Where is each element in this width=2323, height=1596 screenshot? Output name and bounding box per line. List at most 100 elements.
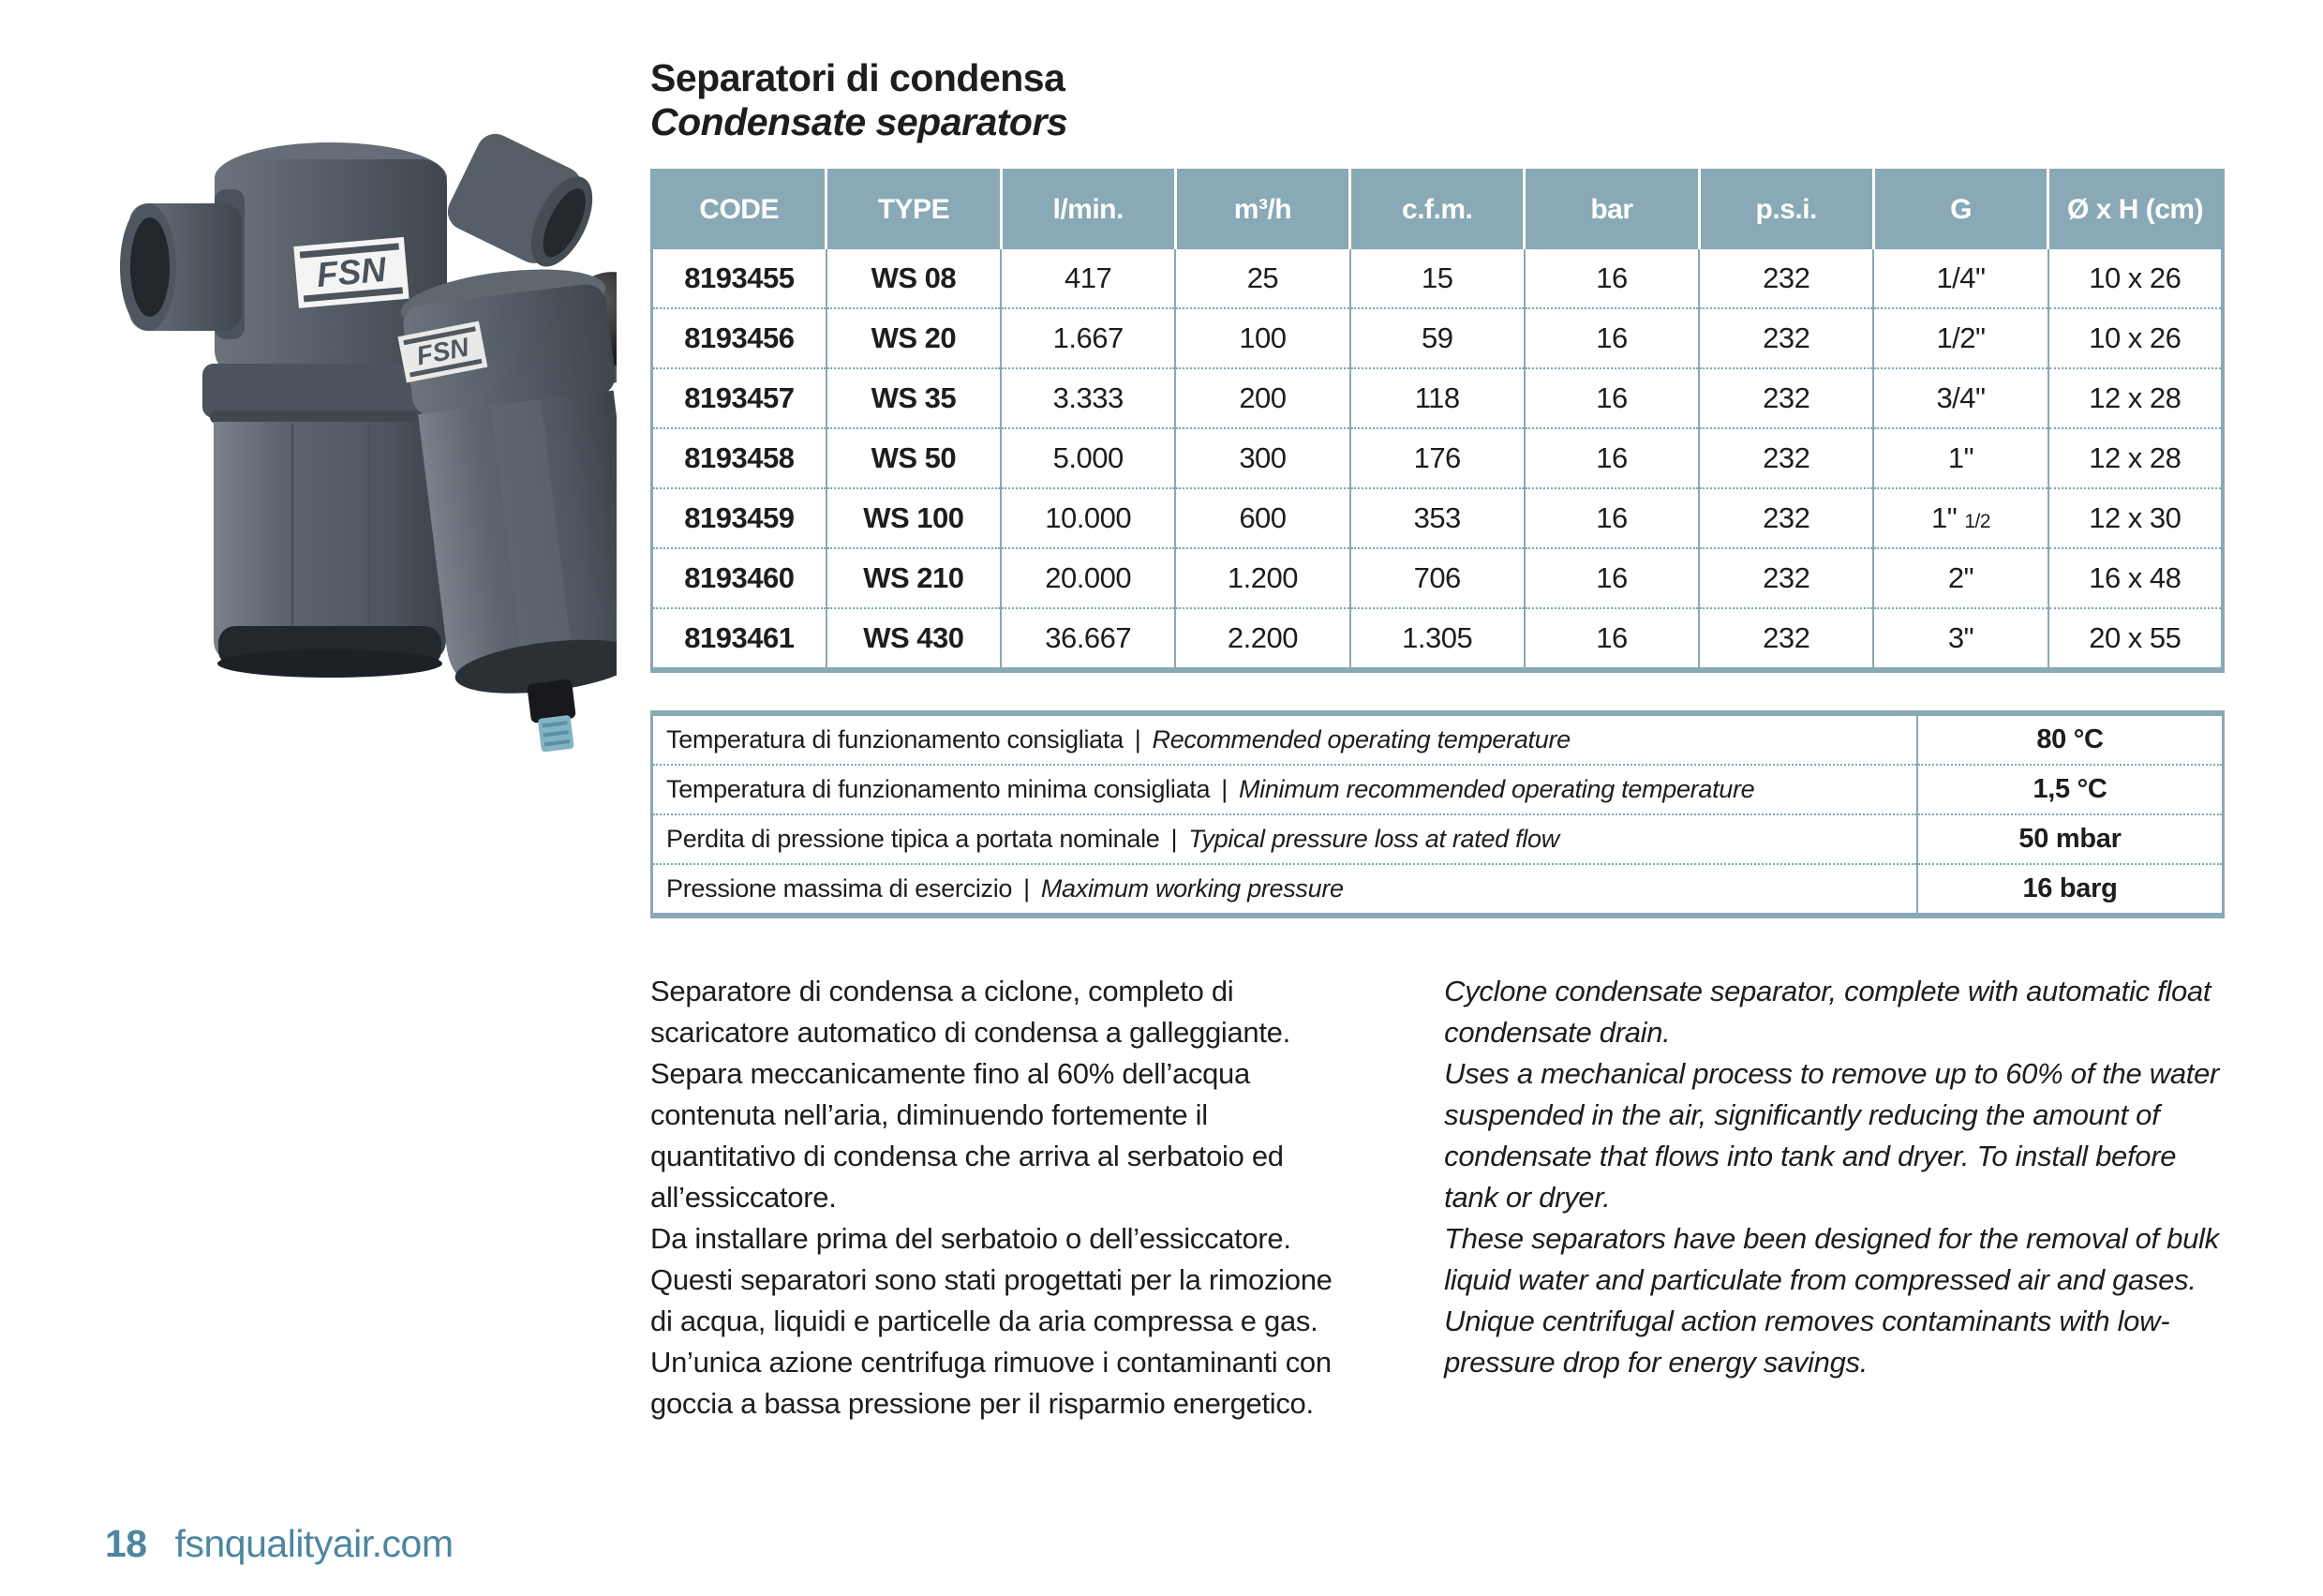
table-body: 8193455 WS 08 417 25 15 16 232 1/4" 10 x 26 81934…: [651, 249, 2223, 671]
table-row: 8193458 WS 50 5.000 300 176 16 232 1" 12 x 28: [651, 427, 2223, 489]
table-cell: 8193457: [651, 367, 827, 429]
table-cell: 36.667: [1001, 607, 1177, 671]
spec-label-english: Typical pressure loss at rated flow: [1188, 825, 1559, 854]
spec-label-italian: Temperatura di funzionamento consigliata: [666, 725, 1124, 754]
spec-label: Perdita di pressione tipica a portata no…: [651, 813, 1917, 865]
description-paragraph: Separatore di condensa a ciclone, comple…: [650, 975, 1290, 1050]
column-header: bar: [1524, 170, 1701, 250]
description-italian: Separatore di condensa a ciclone, comple…: [650, 971, 1360, 1424]
table-cell: 1": [1873, 427, 2049, 489]
table-cell: 8193459: [651, 487, 827, 549]
column-header: l/min.: [1001, 170, 1177, 250]
column-header: p.s.i.: [1699, 170, 1875, 250]
table-cell: 10 x 26: [2048, 307, 2223, 369]
table-cell: 417: [1001, 249, 1177, 309]
label-separator: |: [1221, 775, 1228, 804]
spec-row: Temperatura di funzionamento minima cons…: [651, 764, 2224, 815]
table-cell: 25: [1175, 249, 1351, 309]
table-cell: 118: [1349, 367, 1526, 429]
table-cell: WS 210: [826, 547, 1003, 609]
table-cell: 1.200: [1175, 547, 1351, 609]
table-cell: 232: [1699, 487, 1875, 549]
table-row: 8193455 WS 08 417 25 15 16 232 1/4" 10 x 26: [651, 249, 2223, 309]
separator-large-illustration: FSN: [120, 133, 593, 678]
table-cell: 15: [1349, 249, 1526, 309]
operating-conditions-table: Temperatura di funzionamento consigliata…: [650, 710, 2225, 919]
outlet-port: [447, 133, 593, 267]
description-paragraph: Separa meccanicamente fino al 60% dell’a…: [650, 1057, 1284, 1215]
table-cell: 300: [1175, 427, 1351, 489]
table-cell: 1/2": [1873, 307, 2049, 369]
table-cell: 2": [1873, 547, 2049, 609]
table-cell: 3": [1873, 607, 2049, 671]
table-cell: 3/4": [1873, 367, 2049, 429]
fsn-logo-small: FSN: [397, 321, 488, 383]
description-section: Separatore di condensa a ciclone, comple…: [650, 971, 2225, 1424]
table-cell: WS 50: [826, 427, 1003, 489]
label-separator: |: [1170, 825, 1178, 854]
website-text: fsnqualityair.com: [174, 1522, 454, 1565]
table-row: 8193460 WS 210 20.000 1.200 706 16 232 2" 16 x 4…: [651, 547, 2223, 609]
page-title-italian: Separatori di condensa: [650, 56, 1065, 99]
table-cell: 1.305: [1349, 607, 1526, 671]
table-cell: 16: [1524, 607, 1701, 671]
column-header: CODE: [651, 170, 828, 250]
table-header-row: CODE TYPE l/min. m³/h c.f.m. bar p.s.i. G Ø x H …: [651, 170, 2223, 250]
table-cell: 232: [1699, 547, 1875, 609]
table-cell: 16 x 48: [2048, 547, 2223, 609]
table-cell: 16: [1524, 367, 1701, 429]
table-row: 8193459 WS 100 10.000 600 353 16 232 1" 1/2 12 x…: [651, 487, 2223, 549]
table-cell: WS 100: [826, 487, 1003, 549]
table-cell: 232: [1699, 607, 1875, 671]
spec-label: Temperatura di funzionamento consigliata…: [651, 713, 1917, 766]
table-row: 8193457 WS 35 3.333 200 118 16 232 3/4" 12 x 28: [651, 367, 2223, 429]
table-cell: WS 35: [826, 367, 1003, 429]
column-header: Ø x H (cm): [2048, 170, 2223, 250]
table-cell: 600: [1175, 487, 1351, 549]
table-cell: 232: [1699, 367, 1875, 429]
table-cell: 12 x 28: [2048, 427, 2223, 489]
table-cell: 8193456: [651, 307, 827, 369]
table-cell: 1/4": [1873, 249, 2049, 309]
table-cell: 232: [1699, 427, 1875, 489]
description-paragraph: Questi separatori sono stati progettati …: [650, 1263, 1333, 1421]
spec-label: Temperatura di funzionamento minima cons…: [651, 764, 1917, 815]
table-cell: 2.200: [1175, 607, 1351, 671]
table-cell: WS 430: [826, 607, 1003, 671]
description-paragraph: Uses a mechanical process to remove up t…: [1444, 1057, 2220, 1215]
table-cell: 10 x 26: [2048, 249, 2223, 309]
spec-label-english: Maximum working pressure: [1040, 874, 1344, 903]
table-cell: 59: [1349, 307, 1526, 369]
table-cell: 1" 1/2: [1873, 487, 2049, 549]
product-specs-table: CODE TYPE l/min. m³/h c.f.m. bar p.s.i. G Ø x H …: [650, 169, 2225, 674]
page-footer: 18 fsnqualityair.com: [105, 1522, 454, 1566]
operating-conditions-body: Temperatura di funzionamento consigliata…: [651, 713, 2224, 917]
inlet-port: [120, 203, 242, 331]
table-header: CODE TYPE l/min. m³/h c.f.m. bar p.s.i. G Ø x H …: [651, 170, 2223, 250]
brand-text: FSN: [315, 250, 389, 294]
table-cell: 12 x 28: [2048, 367, 2223, 429]
spec-label-english: Minimum recommended operating temperatur…: [1238, 775, 1755, 804]
table-cell: 100: [1175, 307, 1351, 369]
table-cell: 16: [1524, 547, 1701, 609]
fsn-logo: FSN: [293, 236, 410, 308]
table-cell: 20 x 55: [2048, 607, 2223, 671]
column-header: m³/h: [1175, 170, 1352, 250]
content-column: Separatori di condensa Condensate separa…: [650, 56, 2225, 1424]
spec-label-italian: Temperatura di funzionamento minima cons…: [666, 775, 1211, 804]
table-cell: 200: [1175, 367, 1351, 429]
spec-value: 50 mbar: [1916, 813, 2224, 865]
spec-row: Perdita di pressione tipica a portata no…: [651, 813, 2224, 865]
label-separator: |: [1023, 874, 1030, 903]
description-paragraph: Cyclone condensate separator, complete w…: [1444, 975, 2211, 1050]
table-cell: 12 x 30: [2048, 487, 2223, 549]
table-cell: 10.000: [1001, 487, 1177, 549]
table-row: 8193461 WS 430 36.667 2.200 1.305 16 232 3" 20 x…: [651, 607, 2223, 671]
table-cell: 16: [1524, 427, 1701, 489]
table-cell: 353: [1349, 487, 1526, 549]
separator-small-illustration: FSN: [397, 269, 617, 753]
spec-label-english: Recommended operating temperature: [1152, 725, 1571, 754]
spec-value: 1,5 °C: [1916, 764, 2224, 815]
table-cell: WS 20: [826, 307, 1003, 369]
